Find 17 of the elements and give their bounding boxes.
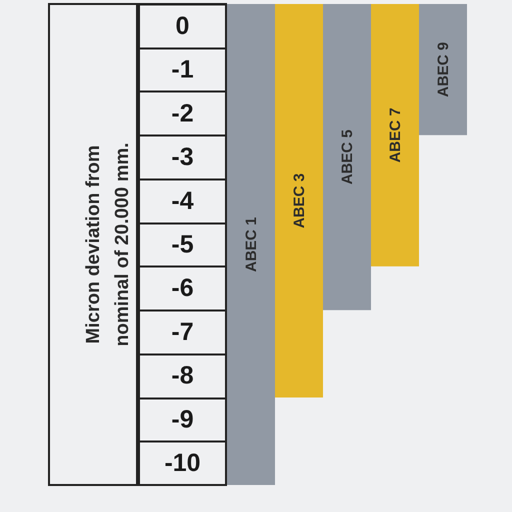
- y-tick-label: -1: [171, 56, 194, 84]
- y-tick-label: 0: [176, 12, 190, 40]
- x-tick-label: ABEC 7: [387, 108, 404, 163]
- y-tick-label: -9: [171, 405, 194, 434]
- y-tick-label: -4: [171, 186, 194, 215]
- y-tick-label: -10: [164, 449, 201, 478]
- y-tick-label: -6: [171, 274, 194, 302]
- x-tick-label: ABEC 9: [435, 42, 452, 98]
- y-tick-label: -3: [171, 143, 194, 172]
- y-axis-title: Micron deviation from nominal of 20.000 mm.: [83, 142, 133, 346]
- x-tick-label: ABEC 5: [339, 130, 356, 185]
- x-tick-label: ABEC 3: [291, 173, 308, 228]
- y-tick-label: -2: [171, 99, 194, 128]
- x-tick-label: ABEC 1: [243, 216, 260, 272]
- y-tick-label: -7: [171, 318, 194, 346]
- y-tick-label: -8: [171, 362, 194, 390]
- y-tick-label: -5: [171, 230, 194, 258]
